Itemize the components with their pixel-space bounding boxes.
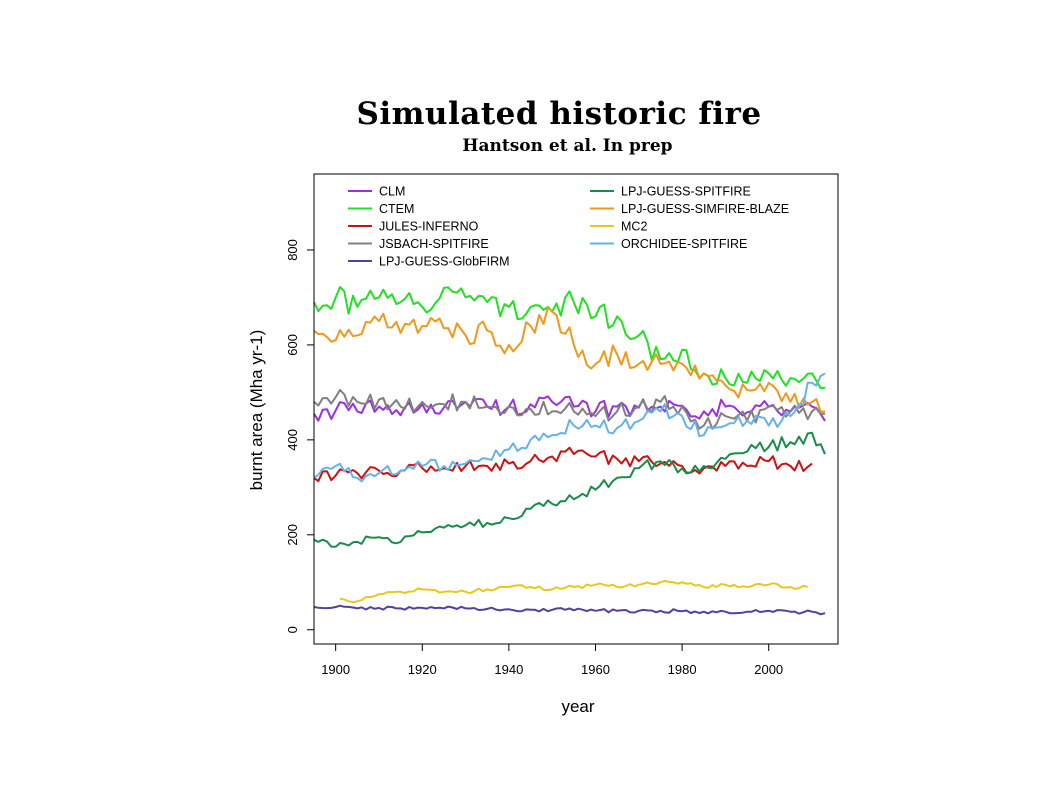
legend-label: CTEM — [379, 202, 414, 216]
legend-label: LPJ-GUESS-GlobFIRM — [379, 255, 510, 269]
series-line — [313, 372, 826, 483]
y-tick-label: 400 — [285, 429, 300, 451]
series-line — [313, 604, 826, 616]
x-tick-label: 1940 — [494, 662, 523, 677]
series-line — [313, 431, 826, 548]
series-line — [313, 389, 825, 430]
x-axis-label: year — [561, 697, 594, 716]
legend-label: MC2 — [621, 220, 647, 234]
legend-label: LPJ-GUESS-SPITFIRE — [621, 185, 751, 199]
y-tick-label: 0 — [285, 626, 300, 633]
legend-label: JSBACH-SPITFIRE — [379, 237, 489, 251]
x-tick-label: 1900 — [321, 662, 350, 677]
series-line — [313, 446, 813, 483]
x-tick-label: 1920 — [408, 662, 437, 677]
legend-label: CLM — [379, 185, 405, 199]
legend-label: ORCHIDEE-SPITFIRE — [621, 237, 747, 251]
series-line — [313, 286, 826, 390]
x-tick-label: 2000 — [754, 662, 783, 677]
series-line — [313, 306, 826, 413]
y-tick-label: 200 — [285, 524, 300, 546]
legend-label: LPJ-GUESS-SIMFIRE-BLAZE — [621, 202, 789, 216]
x-tick-label: 1960 — [581, 662, 610, 677]
y-tick-label: 800 — [285, 239, 300, 261]
y-axis-label: burnt area (Mha yr-1) — [247, 330, 266, 491]
x-tick-label: 1980 — [668, 662, 697, 677]
y-tick-label: 600 — [285, 334, 300, 356]
legend: CLM CTEM JULES-INFERNO JSBACH-SPITFIRE LPJ-G… — [348, 185, 789, 269]
legend-label: JULES-INFERNO — [379, 220, 479, 234]
axes-layer: 1900 1920 1940 1960 1980 2000 0 200 400 600 800 — [285, 239, 783, 677]
series-line — [339, 579, 808, 604]
plot-frame — [313, 173, 839, 645]
chart-title: Simulated historic fire — [356, 96, 762, 132]
series-layer — [313, 286, 826, 616]
chart-subtitle: Hantson et al. In prep — [462, 136, 673, 156]
